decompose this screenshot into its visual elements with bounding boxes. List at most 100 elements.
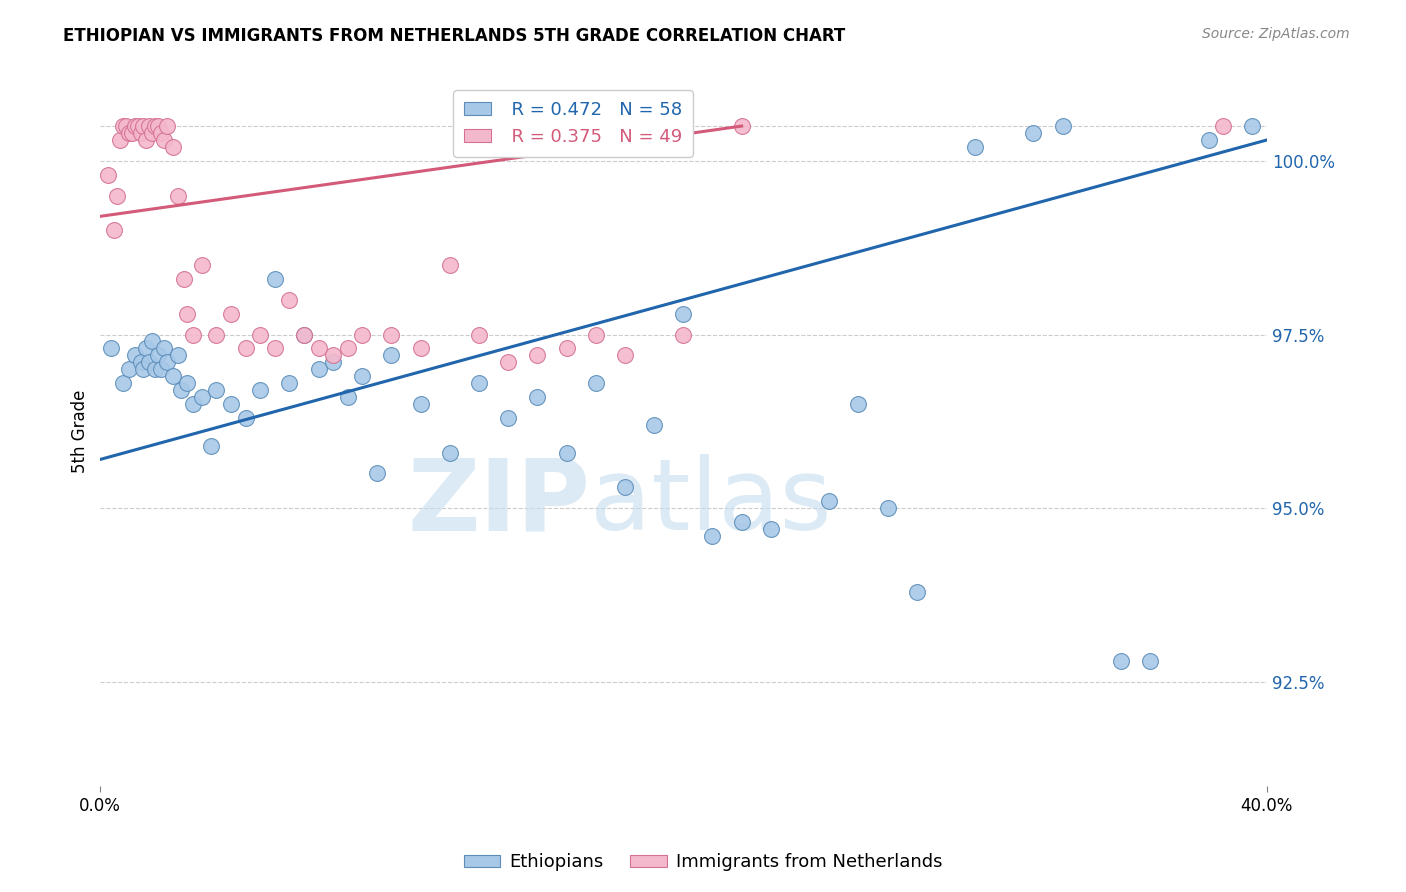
Point	[876, 501, 898, 516]
Point	[905, 584, 928, 599]
Point	[129, 126, 152, 140]
Point	[380, 348, 402, 362]
Point	[156, 355, 179, 369]
Point	[526, 390, 548, 404]
Point	[278, 376, 301, 391]
Point	[138, 355, 160, 369]
Point	[111, 376, 134, 391]
Point	[156, 119, 179, 133]
Point	[336, 342, 359, 356]
Point	[292, 327, 315, 342]
Point	[336, 390, 359, 404]
Point	[730, 119, 752, 133]
Point	[439, 445, 461, 459]
Point	[585, 376, 607, 391]
Point	[249, 383, 271, 397]
Point	[366, 467, 388, 481]
Point	[118, 362, 141, 376]
Text: ETHIOPIAN VS IMMIGRANTS FROM NETHERLANDS 5TH GRADE CORRELATION CHART: ETHIOPIAN VS IMMIGRANTS FROM NETHERLANDS…	[63, 27, 845, 45]
Point	[153, 133, 176, 147]
Point	[162, 140, 184, 154]
Point	[97, 168, 120, 182]
Point	[672, 307, 695, 321]
Point	[759, 522, 782, 536]
Point	[1198, 133, 1220, 147]
Point	[1139, 654, 1161, 668]
Point	[526, 348, 548, 362]
Point	[108, 133, 131, 147]
Point	[129, 355, 152, 369]
Point	[1212, 119, 1234, 133]
Point	[322, 348, 344, 362]
Text: atlas: atlas	[591, 454, 831, 551]
Point	[1022, 126, 1045, 140]
Point	[146, 119, 169, 133]
Point	[585, 327, 607, 342]
Point	[103, 223, 125, 237]
Point	[132, 362, 155, 376]
Point	[1241, 119, 1264, 133]
Point	[149, 362, 172, 376]
Point	[352, 327, 374, 342]
Point	[191, 258, 214, 272]
Point	[176, 376, 198, 391]
Legend:   R = 0.472   N = 58,   R = 0.375   N = 49: R = 0.472 N = 58, R = 0.375 N = 49	[453, 90, 693, 157]
Point	[219, 307, 242, 321]
Point	[818, 494, 841, 508]
Point	[308, 342, 330, 356]
Point	[141, 334, 163, 349]
Point	[965, 140, 987, 154]
Point	[219, 397, 242, 411]
Point	[249, 327, 271, 342]
Point	[613, 348, 636, 362]
Point	[200, 439, 222, 453]
Point	[613, 480, 636, 494]
Point	[138, 119, 160, 133]
Point	[167, 348, 190, 362]
Point	[205, 383, 228, 397]
Point	[496, 410, 519, 425]
Point	[235, 342, 257, 356]
Point	[100, 342, 122, 356]
Point	[173, 272, 195, 286]
Point	[496, 355, 519, 369]
Text: ZIP: ZIP	[406, 454, 591, 551]
Point	[124, 119, 146, 133]
Point	[1109, 654, 1132, 668]
Point	[105, 188, 128, 202]
Point	[176, 307, 198, 321]
Point	[205, 327, 228, 342]
Point	[702, 529, 724, 543]
Point	[132, 119, 155, 133]
Point	[135, 133, 157, 147]
Point	[409, 342, 432, 356]
Point	[124, 348, 146, 362]
Point	[153, 342, 176, 356]
Point	[278, 293, 301, 307]
Point	[146, 348, 169, 362]
Point	[555, 445, 578, 459]
Point	[848, 397, 870, 411]
Y-axis label: 5th Grade: 5th Grade	[72, 390, 89, 474]
Point	[191, 390, 214, 404]
Legend: Ethiopians, Immigrants from Netherlands: Ethiopians, Immigrants from Netherlands	[457, 847, 949, 879]
Point	[730, 515, 752, 529]
Point	[643, 417, 665, 432]
Point	[170, 383, 193, 397]
Point	[143, 119, 166, 133]
Point	[181, 397, 204, 411]
Text: Source: ZipAtlas.com: Source: ZipAtlas.com	[1202, 27, 1350, 41]
Point	[235, 410, 257, 425]
Point	[263, 272, 285, 286]
Point	[181, 327, 204, 342]
Point	[672, 327, 695, 342]
Point	[292, 327, 315, 342]
Point	[468, 327, 491, 342]
Point	[127, 119, 149, 133]
Point	[439, 258, 461, 272]
Point	[118, 126, 141, 140]
Point	[141, 126, 163, 140]
Point	[135, 342, 157, 356]
Point	[121, 126, 143, 140]
Point	[409, 397, 432, 411]
